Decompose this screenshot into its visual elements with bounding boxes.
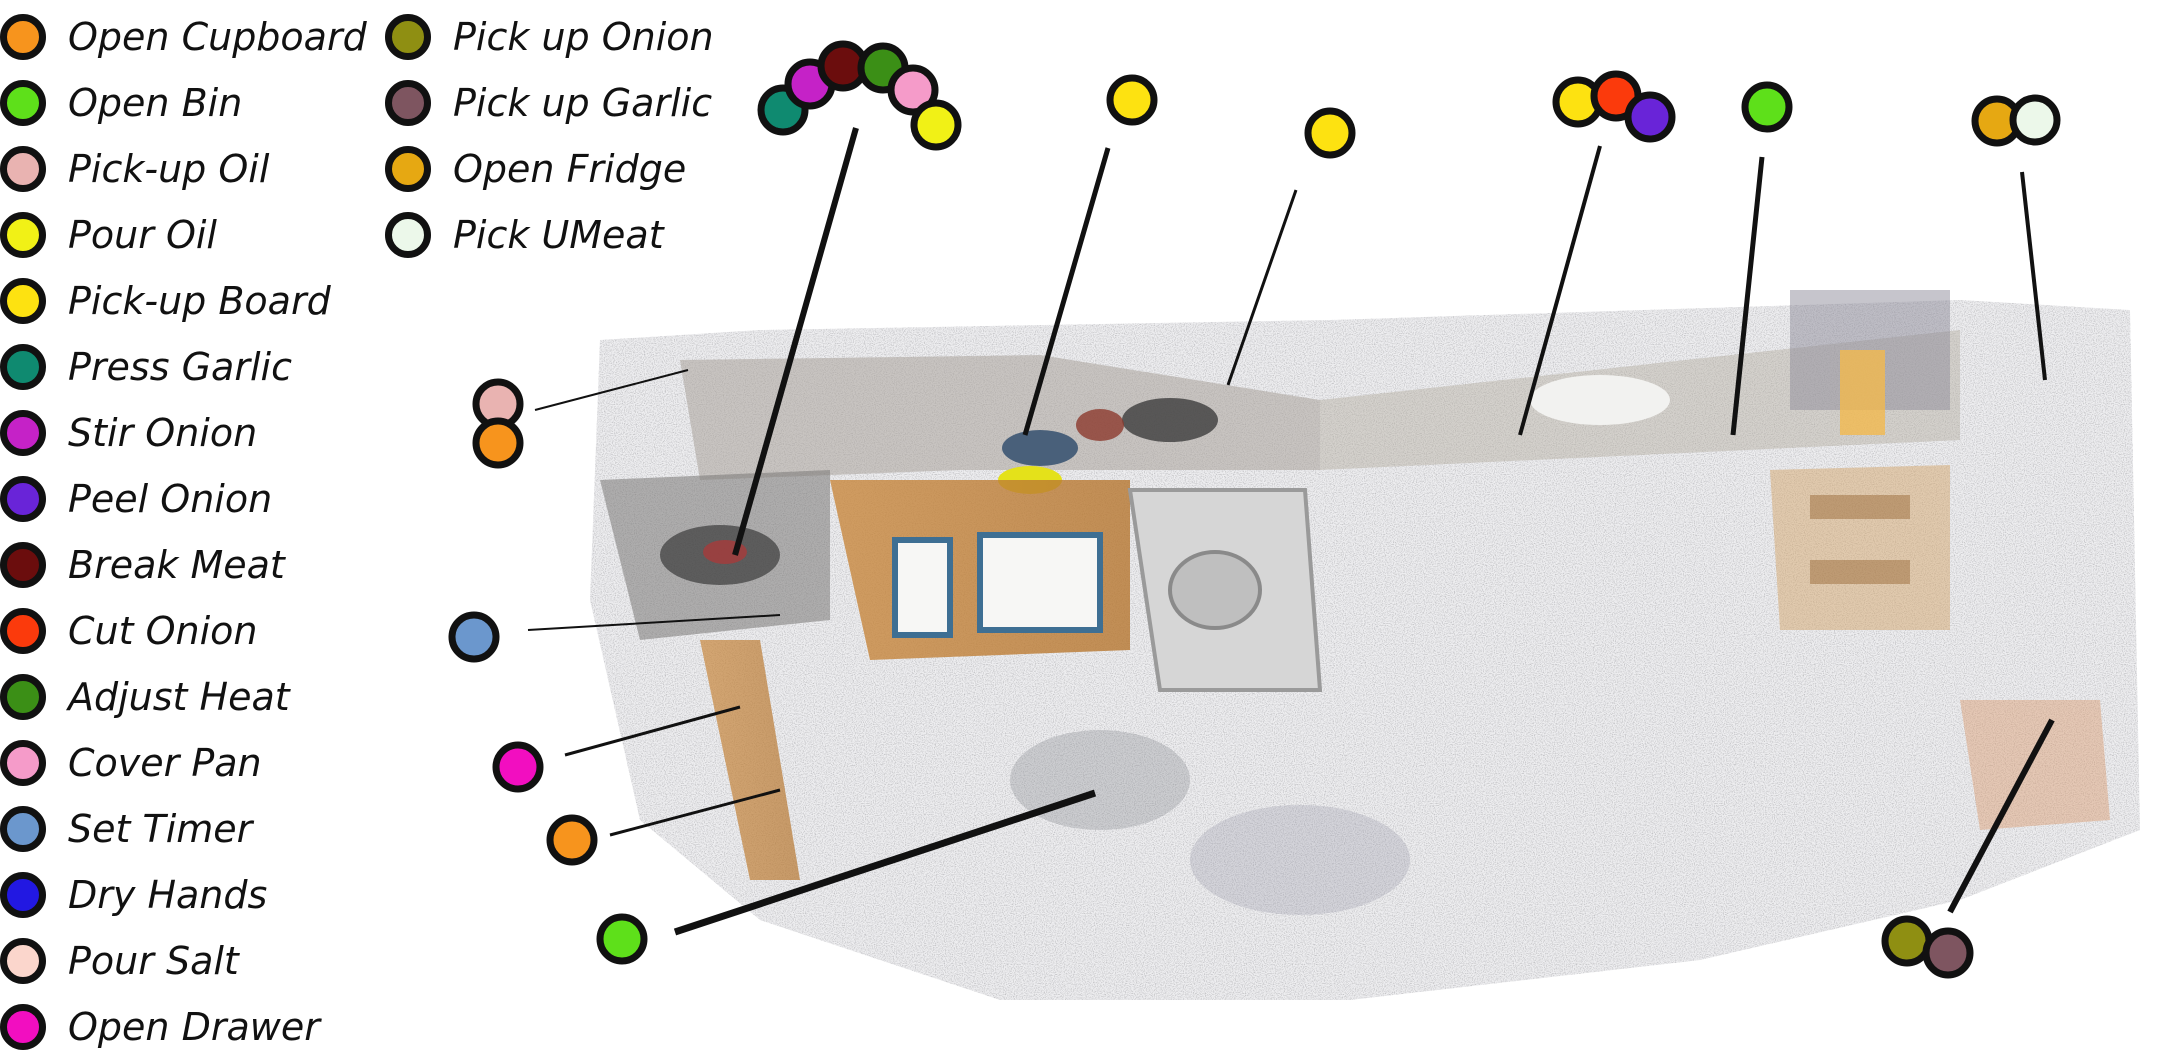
legend-label: Stir Onion — [68, 411, 258, 455]
legend-dot — [0, 212, 46, 258]
legend-label: Pick up Onion — [453, 15, 714, 59]
legend-label: Pick UMeat — [453, 213, 664, 257]
legend-dot — [385, 14, 431, 60]
legend-dot — [0, 674, 46, 720]
action-marker — [546, 814, 598, 866]
legend-item-open-drawer: Open Drawer — [0, 994, 367, 1060]
action-marker — [492, 741, 544, 793]
legend-item-adjust-heat: Adjust Heat — [0, 664, 367, 730]
legend-item-cover-pan: Cover Pan — [0, 730, 367, 796]
legend-dot — [0, 872, 46, 918]
legend-item-open-fridge: Open Fridge — [385, 136, 714, 202]
legend-item-pick-up-garlic: Pick up Garlic — [385, 70, 714, 136]
action-marker — [910, 99, 962, 151]
legend-item-peel-onion: Peel Onion — [0, 466, 367, 532]
legend-label: Pick-up Oil — [68, 147, 270, 191]
legend-label: Press Garlic — [68, 345, 292, 389]
legend-item-open-bin: Open Bin — [0, 70, 367, 136]
action-marker — [448, 611, 500, 663]
legend-item-press-garlic: Press Garlic — [0, 334, 367, 400]
action-marker — [1922, 927, 1974, 979]
action-marker — [1304, 107, 1356, 159]
leader-lines — [527, 127, 2055, 936]
legend-dot — [0, 410, 46, 456]
legend-item-pour-salt: Pour Salt — [0, 928, 367, 994]
legend-item-cut-onion: Cut Onion — [0, 598, 367, 664]
legend-dot — [0, 344, 46, 390]
legend-dot — [0, 14, 46, 60]
action-marker — [887, 64, 939, 116]
legend-item-pour-oil: Pour Oil — [0, 202, 367, 268]
legend-dot — [385, 80, 431, 126]
legend-label: Cover Pan — [68, 741, 262, 785]
legend-dot — [0, 542, 46, 588]
legend-dot — [385, 212, 431, 258]
action-marker — [1624, 91, 1676, 143]
legend-label: Peel Onion — [68, 477, 273, 521]
legend-item-dry-hands: Dry Hands — [0, 862, 367, 928]
action-marker — [1106, 74, 1158, 126]
legend-dot — [0, 740, 46, 786]
legend-label: Open Cupboard — [68, 15, 367, 59]
legend-dot — [0, 476, 46, 522]
legend-label: Open Bin — [68, 81, 243, 125]
legend-label: Dry Hands — [68, 873, 268, 917]
legend-label: Pick-up Board — [68, 279, 331, 323]
action-marker — [472, 417, 524, 469]
legend-dot — [385, 146, 431, 192]
legend-dot — [0, 278, 46, 324]
legend-dot — [0, 80, 46, 126]
legend-item-pick-up-onion: Pick up Onion — [385, 4, 714, 70]
legend-label: Set Timer — [68, 807, 253, 851]
legend-item-pick-up-board: Pick-up Board — [0, 268, 367, 334]
action-marker — [2009, 94, 2061, 146]
legend-dot — [0, 1004, 46, 1050]
legend-item-stir-onion: Stir Onion — [0, 400, 367, 466]
legend-label: Cut Onion — [68, 609, 258, 653]
legend-dot — [0, 146, 46, 192]
action-marker — [1741, 81, 1793, 133]
action-markers — [448, 40, 2061, 979]
point-cloud — [590, 290, 2140, 1000]
legend-dot — [0, 938, 46, 984]
legend-dot — [0, 806, 46, 852]
legend-label: Pour Oil — [68, 213, 217, 257]
legend-label: Open Fridge — [453, 147, 687, 191]
action-marker — [1881, 915, 1933, 967]
legend-label: Pour Salt — [68, 939, 239, 983]
legend-label: Pick up Garlic — [453, 81, 713, 125]
legend-label: Break Meat — [68, 543, 285, 587]
legend-item-open-cupboard: Open Cupboard — [0, 4, 367, 70]
legend-item-pick-up-oil: Pick-up Oil — [0, 136, 367, 202]
legend-item-set-timer: Set Timer — [0, 796, 367, 862]
legend-item-pick-umeat: Pick UMeat — [385, 202, 714, 268]
legend-dot — [0, 608, 46, 654]
action-marker — [596, 913, 648, 965]
legend-item-break-meat: Break Meat — [0, 532, 367, 598]
legend-label: Adjust Heat — [68, 675, 290, 719]
legend-label: Open Drawer — [68, 1005, 320, 1049]
